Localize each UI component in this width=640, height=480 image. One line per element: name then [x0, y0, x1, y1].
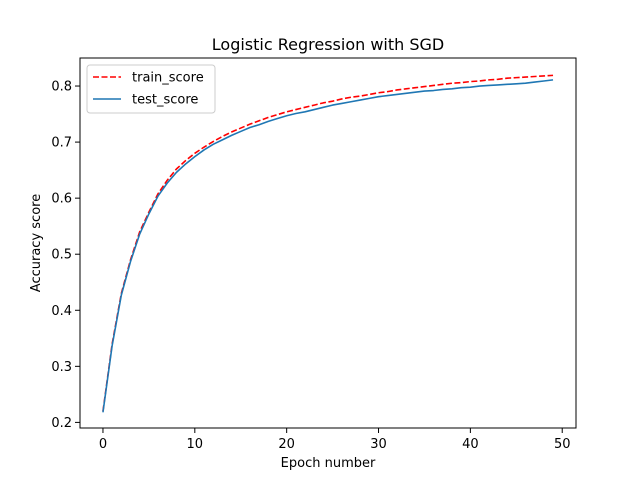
y-tick-label: 0.4: [51, 304, 72, 319]
series-line-train-score: [102, 74, 554, 412]
x-tick-label: 40: [462, 437, 479, 452]
y-tick-label: 0.8: [51, 80, 72, 95]
y-tick-label: 0.5: [51, 248, 72, 263]
x-tick-label: 50: [554, 437, 571, 452]
legend: train_score test_score: [86, 64, 216, 114]
y-tick-label: 0.3: [51, 360, 72, 375]
x-tick-label: 10: [187, 437, 204, 452]
axes-frame: [79, 57, 577, 429]
x-tick-label: 30: [370, 437, 387, 452]
x-axis: 0 10 20 30 40 50: [99, 428, 571, 452]
chart-title: Logistic Regression with SGD: [212, 35, 444, 54]
series-line-test-score: [102, 79, 554, 413]
x-axis-title: Epoch number: [281, 456, 376, 471]
y-tick-label: 0.7: [51, 136, 72, 151]
x-tick-label: 20: [278, 437, 295, 452]
y-tick-label: 0.2: [51, 416, 72, 431]
legend-label: test_score: [132, 93, 198, 108]
y-axis-title: Accuracy score: [29, 194, 44, 292]
legend-label: train_score: [132, 71, 204, 86]
x-tick-label: 0: [99, 437, 107, 452]
plot-area: [102, 74, 554, 413]
y-axis: 0.2 0.3 0.4 0.5 0.6 0.7 0.8: [51, 80, 80, 431]
y-tick-label: 0.6: [51, 192, 72, 207]
